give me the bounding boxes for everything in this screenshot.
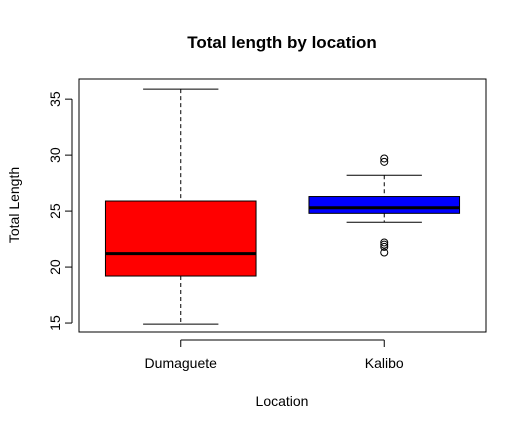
box-dumaguete [104,88,257,325]
outlier-point [380,248,389,257]
boxes [104,88,461,325]
y-axis-label: Total Length [6,167,22,243]
box-kalibo [308,154,461,257]
outlier-point [380,154,389,163]
y-tick-label: 20 [47,259,63,275]
y-tick-label: 15 [47,315,63,331]
y-tick-label: 35 [47,91,63,107]
y-axis: 15 20 25 30 35 [47,91,73,331]
box-iqr [104,200,257,277]
x-axis-label: Location [256,393,309,409]
outlier-point [380,238,389,247]
y-tick-label: 25 [47,203,63,219]
x-axis: Dumaguete Kalibo [145,339,404,371]
x-tick-label: Dumaguete [145,355,218,371]
box-iqr [308,196,461,214]
outlier-point [380,242,389,251]
chart-title: Total length by location [187,33,377,52]
outlier-point [380,157,389,166]
outlier-point [380,240,389,249]
y-tick-label: 30 [47,147,63,163]
x-tick-label: Kalibo [365,355,404,371]
plot-frame [78,78,487,333]
